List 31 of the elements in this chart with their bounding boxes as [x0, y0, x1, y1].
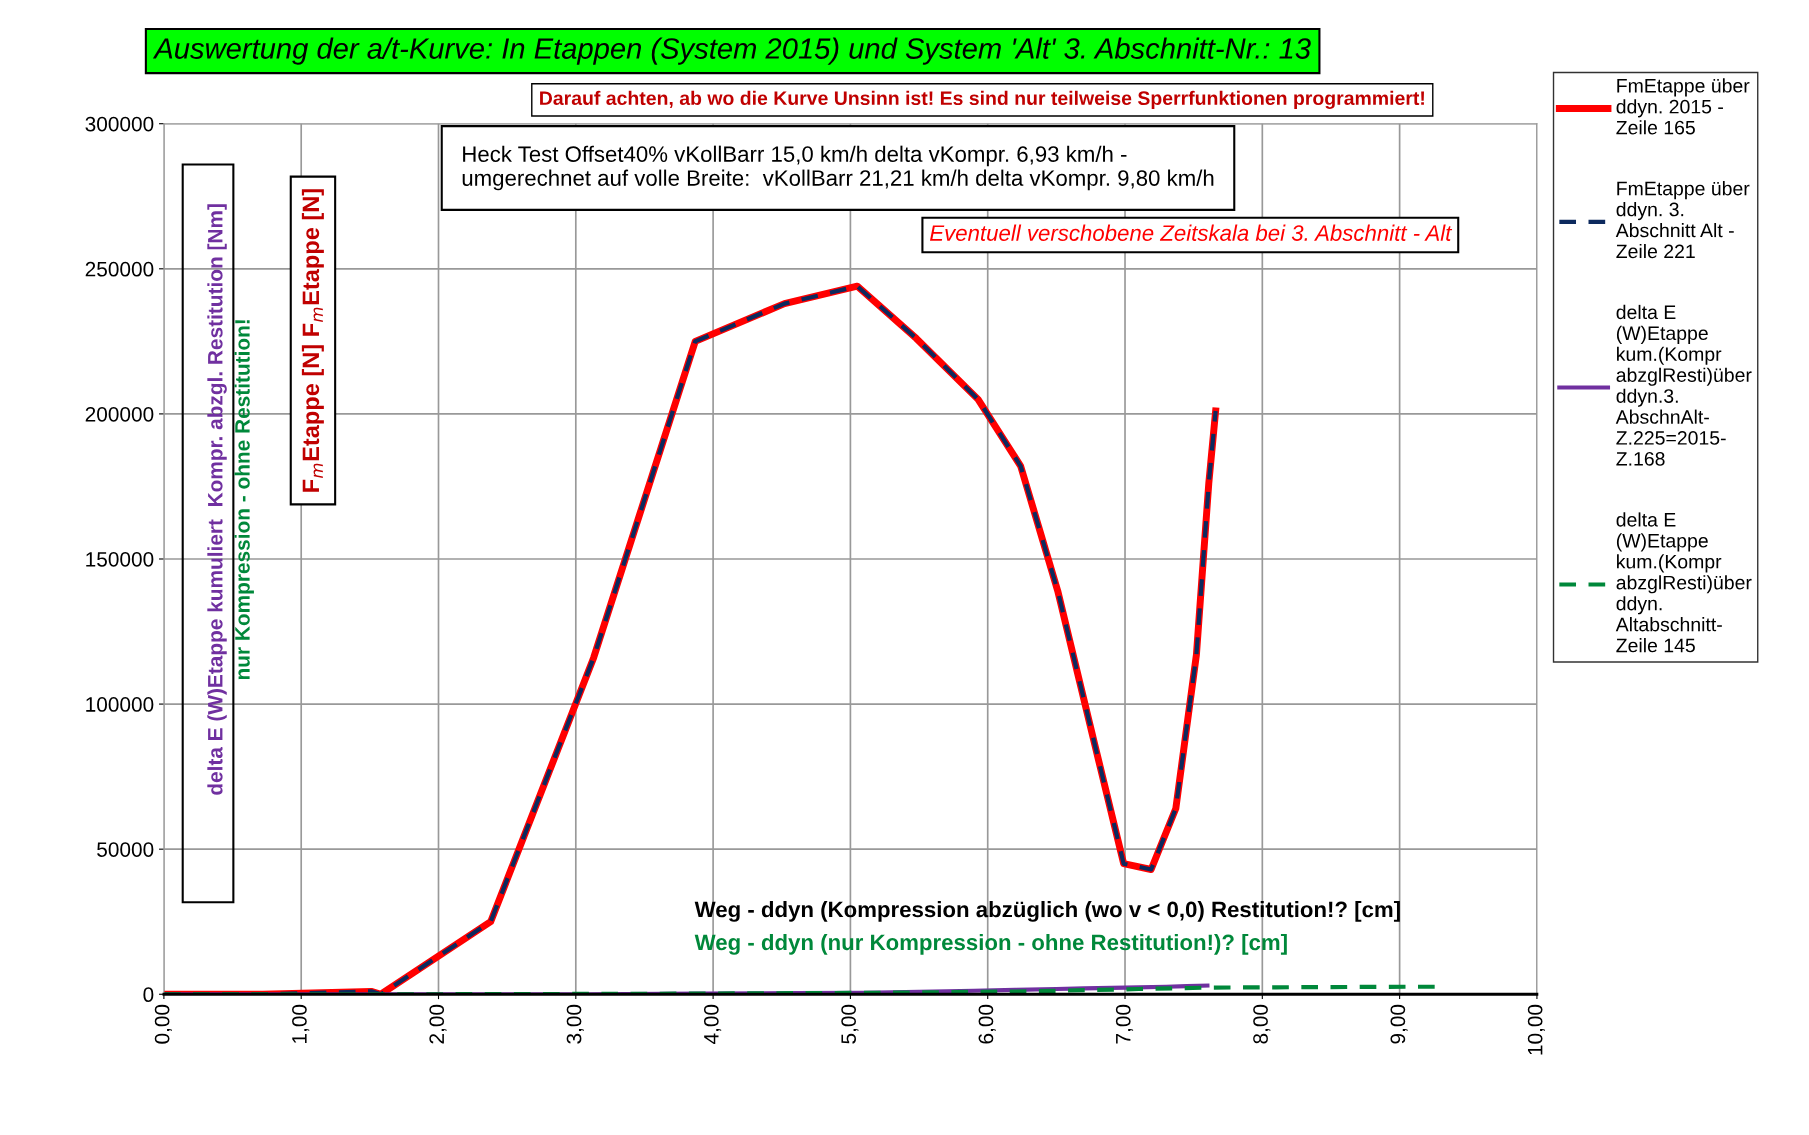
y-tick-label: 250000 — [85, 261, 154, 277]
y-tick-label: 0 — [143, 987, 154, 1003]
annotation: delta E (W)Etappe kumuliert Kompr. abzgl. Restitution [Nm] — [207, 204, 227, 795]
x-tick-label: 8,00 — [1253, 1004, 1271, 1044]
x-tick-label: 5,00 — [841, 1004, 859, 1044]
legend-label: delta E (W)Etappe kum.(Kompr abzglResti)über ddyn. Altabschnitt-Zeile 145 — [1615, 512, 1752, 653]
x-axis-title: Weg - ddyn (Kompression abzüglich (wo v < 0,0) Restitution!? [cm] — [694, 901, 1400, 922]
x-tick-label: 1,00 — [292, 1004, 310, 1043]
x-tick-label: 2,00 — [429, 1004, 447, 1044]
x-tick-label: 7,00 — [1115, 1004, 1134, 1044]
y-tick-label: 150000 — [86, 551, 154, 567]
legend-label: FmEtappe über ddyn. 3. Abschnitt Alt - Zeile 221 — [1615, 181, 1750, 259]
annotation: Eventuell verschobene Zeitskala bei 3. Abschnitt - Alt — [929, 224, 1453, 241]
x-tick-label: 6,00 — [978, 1004, 996, 1044]
y-axis-title: F$_{m}$Etappe [N] F$_{m}$Etappe [N] — [301, 189, 324, 492]
y-tick-label: 200000 — [85, 406, 154, 422]
annotation: Heck Test Offset40% vKollBarr 15,0 km/h delta vKompr. 6,93 km/h - umgerechnet auf volle Breite: vKollBarr 21,21 km/h delta vKompr. 9,80 km/h — [462, 145, 1214, 191]
x-tick-label: 9,00 — [1390, 1004, 1408, 1044]
chart-subtitle: Darauf achten, ab wo die Kurve Unsinn ist! Es sind nur teilweise Sperrfunktionen programmiert! — [540, 90, 1424, 109]
x-tick-label: 3,00 — [566, 1004, 584, 1044]
y-tick-label: 50000 — [97, 842, 154, 857]
y-tick-label: 100000 — [86, 697, 154, 712]
chart-title: Auswertung der a/t-Kurve: In Etappen (System 2015) und System 'Alt' 3. Abschnitt-Nr.: 13 — [152, 37, 1311, 65]
annotation: nur Kompression - ohne Restitution! — [234, 320, 254, 680]
legend-label: FmEtappe über ddyn. 2015 -Zeile 165 — [1616, 78, 1750, 135]
legend-label: delta E (W)Etappe kum.(Kompr abzglResti)über ddyn.3. AbschnAlt-Z.225=2015-Z.168 — [1615, 304, 1752, 466]
x-tick-label: 10,00 — [1527, 1004, 1545, 1055]
annotation: Weg - ddyn (nur Kompression - ohne Restitution!)? [cm] — [694, 933, 1287, 955]
x-tick-label: 0,00 — [154, 1004, 172, 1044]
y-tick-label: 300000 — [85, 116, 154, 132]
x-tick-label: 4,00 — [703, 1004, 722, 1045]
